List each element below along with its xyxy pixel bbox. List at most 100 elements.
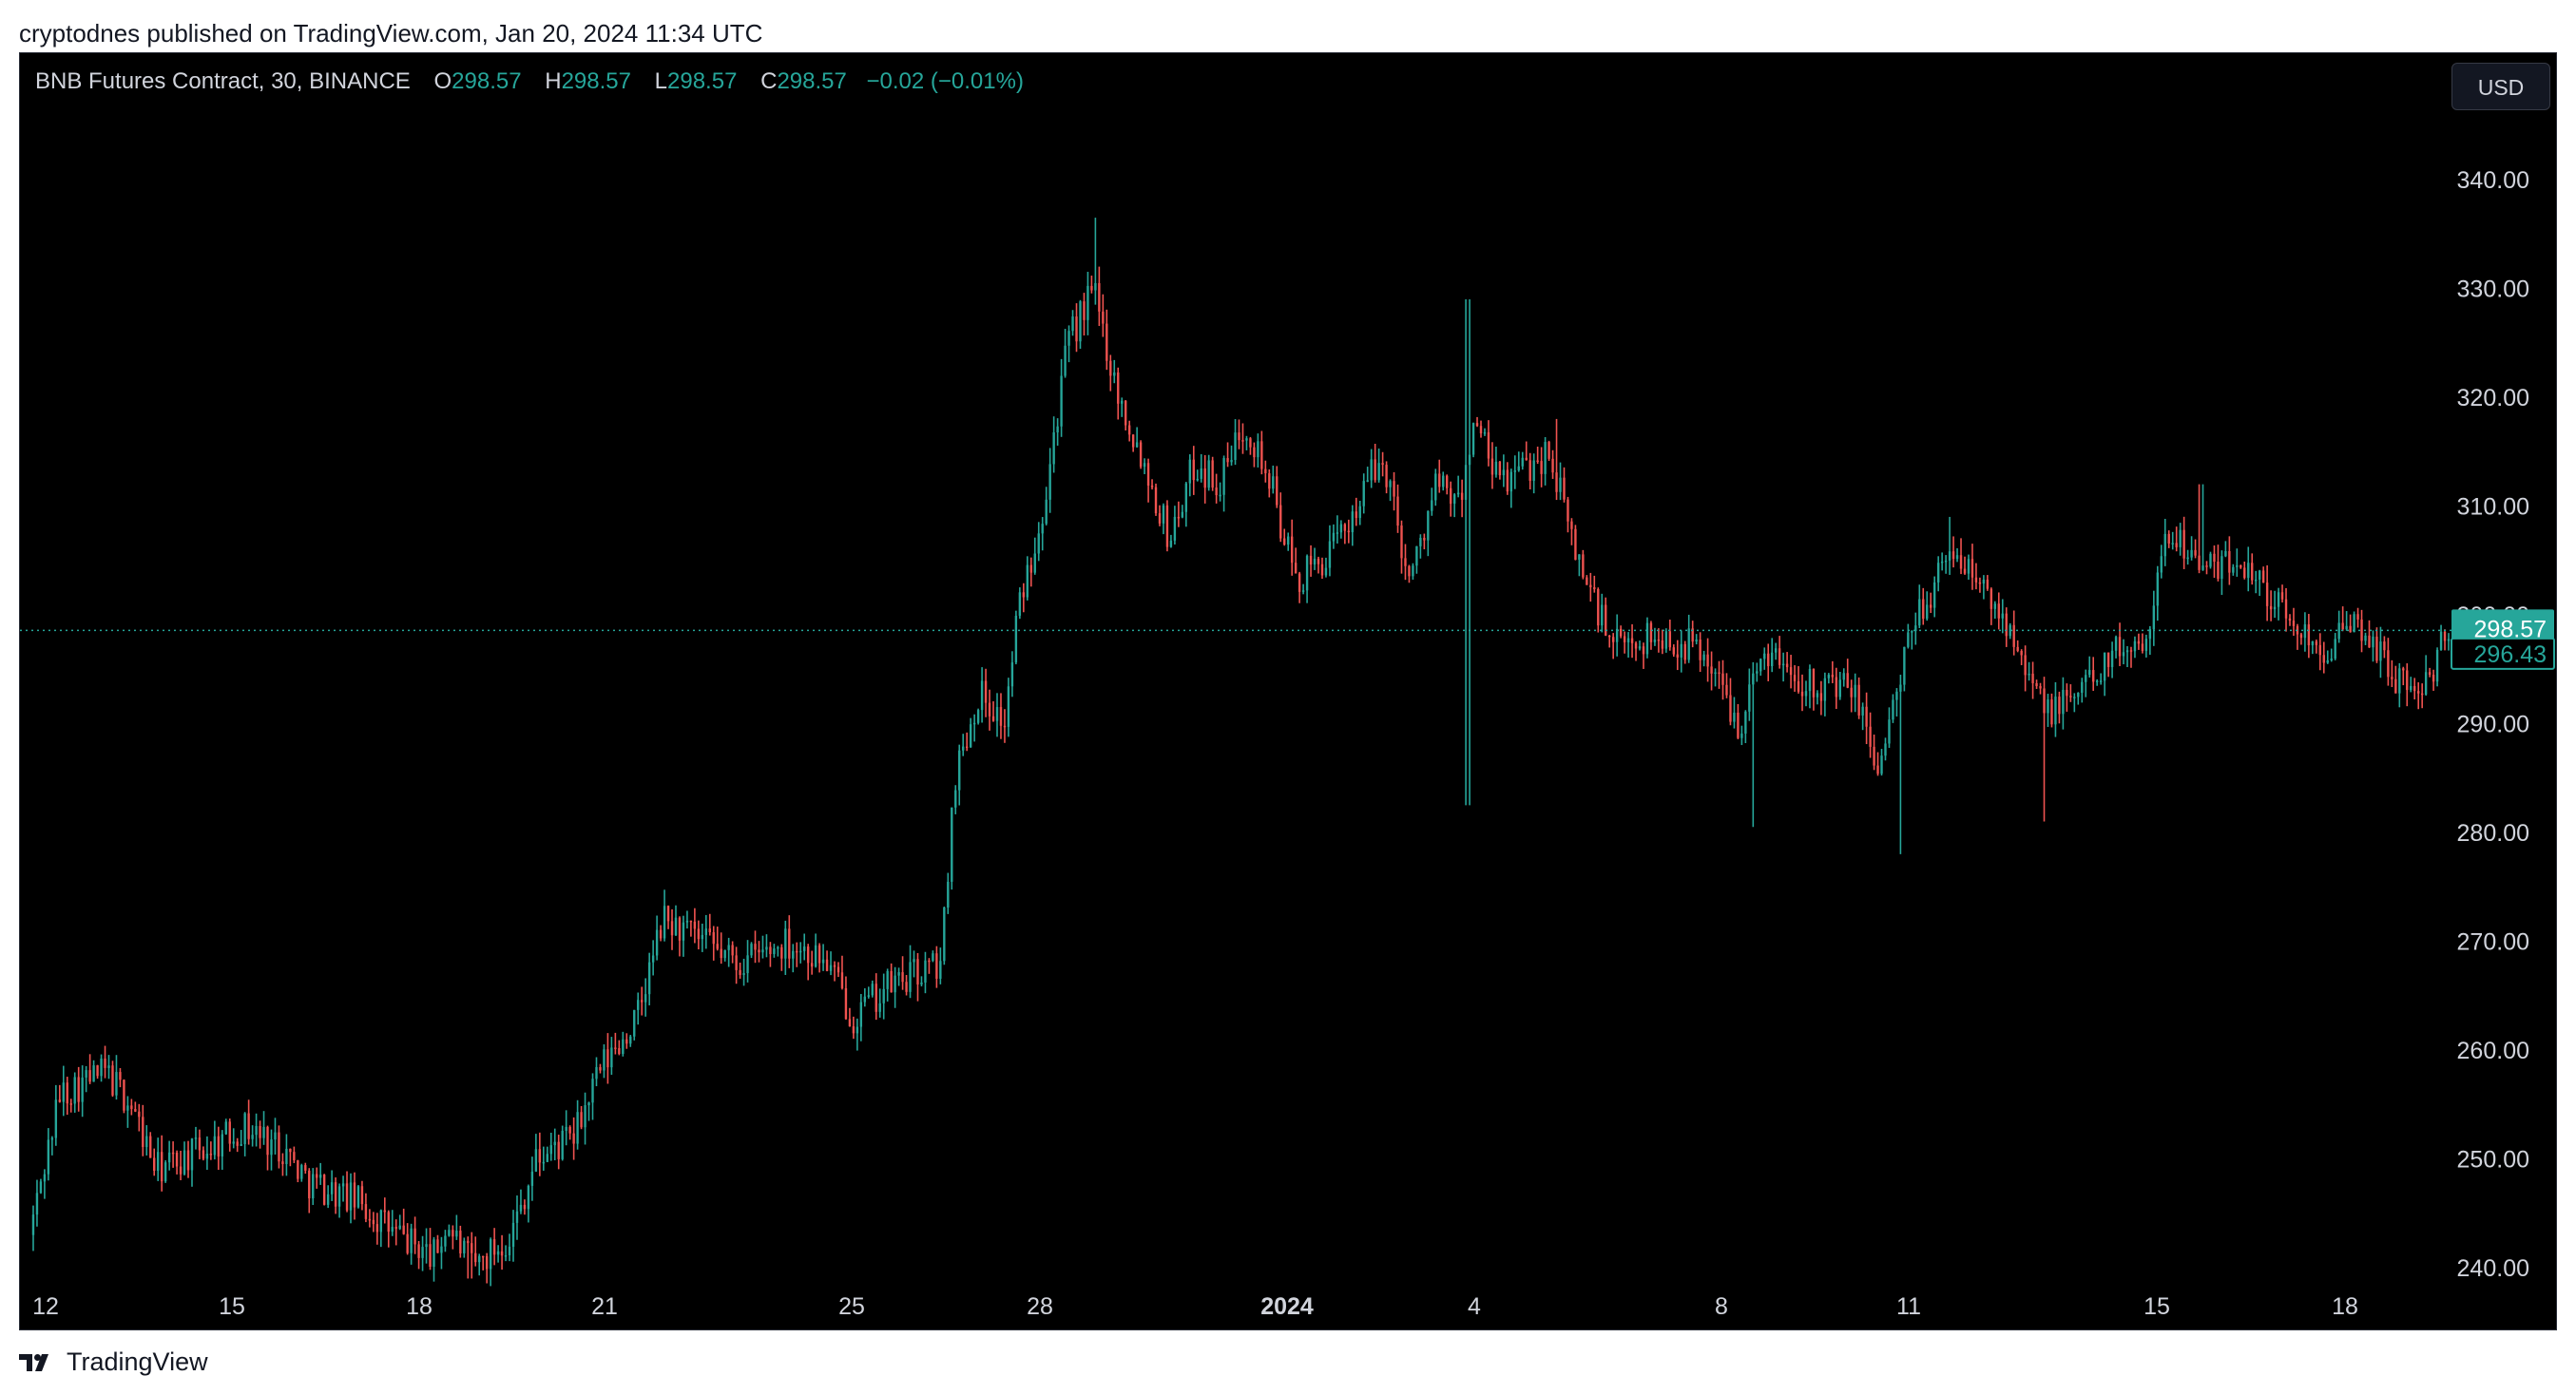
candle-body: [2012, 624, 2015, 647]
x-tick-label: 21: [591, 1293, 618, 1320]
candle-body: [1272, 476, 1275, 489]
candle-body: [769, 946, 772, 954]
candle-body: [463, 1240, 466, 1253]
symbol-label[interactable]: BNB Futures Contract, 30, BINANCE: [35, 68, 411, 94]
candle-body: [2201, 565, 2204, 570]
candle-body: [402, 1225, 405, 1234]
candle-body: [1955, 555, 1959, 560]
candle-body: [1804, 691, 1808, 697]
candle-body: [1434, 473, 1437, 501]
candle-body: [1729, 695, 1732, 722]
candle-body: [2353, 614, 2355, 633]
candle-body: [682, 922, 685, 941]
currency-button[interactable]: USD: [2451, 63, 2550, 110]
candle-body: [1869, 726, 1872, 747]
candle-body: [716, 944, 719, 949]
candle-body: [171, 1152, 175, 1155]
high-label: H: [545, 68, 562, 94]
candle-body: [746, 955, 749, 974]
candle-body: [1611, 637, 1615, 642]
candle-body: [2050, 699, 2053, 725]
chart-panel[interactable]: 340.00330.00320.00310.00300.00290.00280.…: [19, 52, 2557, 1330]
candle-body: [2186, 557, 2189, 560]
candle-body: [1158, 513, 1162, 524]
candle-body: [1071, 316, 1074, 332]
candle-body: [247, 1113, 250, 1139]
candle-body: [224, 1121, 227, 1135]
candle-body: [1396, 496, 1399, 526]
candle-body: [1196, 478, 1199, 481]
candle-body: [1944, 560, 1948, 563]
y-tick-label: 270.00: [2457, 929, 2529, 956]
candle-body: [326, 1194, 330, 1205]
candle-body: [618, 1048, 621, 1055]
candle-body: [1131, 434, 1135, 448]
candle-body: [259, 1126, 261, 1138]
candle-body: [2318, 644, 2321, 656]
candle-body: [69, 1103, 72, 1105]
candle-body: [2001, 613, 2004, 619]
candle-body: [1452, 494, 1456, 505]
candle-body: [1930, 604, 1932, 608]
candle-body: [383, 1210, 386, 1213]
candle-body: [1264, 468, 1267, 474]
x-tick-label: 11: [1896, 1293, 1921, 1320]
candle-body: [213, 1136, 217, 1156]
candle-body: [1067, 331, 1070, 346]
publisher-line: cryptodnes published on TradingView.com,…: [19, 19, 763, 48]
candle-body: [1702, 654, 1705, 660]
candle-body: [492, 1239, 496, 1255]
candle-body: [1963, 568, 1967, 574]
tradingview-brand[interactable]: TradingView: [19, 1347, 208, 1377]
candle-body: [1653, 639, 1657, 642]
candle-body: [1385, 465, 1388, 487]
low-value: 298.57: [667, 68, 738, 94]
candle-body: [1559, 477, 1562, 492]
candle-body: [1498, 461, 1502, 476]
candle-body: [761, 949, 764, 953]
candle-body: [754, 944, 757, 950]
candle-body: [1680, 643, 1682, 658]
candle-body: [1446, 475, 1449, 488]
candle-body: [1876, 765, 1879, 774]
candle-body: [538, 1149, 542, 1163]
candle-body: [2122, 652, 2125, 657]
marked-price-box: [2451, 637, 2555, 670]
candle-body: [1774, 648, 1778, 653]
candle-body: [666, 906, 670, 922]
candle-body: [1173, 516, 1177, 541]
candle-body: [179, 1166, 183, 1175]
candle-body: [553, 1141, 556, 1146]
candle-body: [1899, 684, 1902, 692]
candle-body: [1090, 285, 1093, 291]
candle-body: [2383, 641, 2386, 651]
candle-body: [1551, 458, 1554, 473]
candle-body: [1234, 432, 1237, 460]
candle-body: [2391, 677, 2393, 679]
candle-body: [1664, 631, 1668, 649]
candle-body: [580, 1112, 583, 1128]
candle-body: [1203, 468, 1206, 488]
candle-body: [58, 1099, 62, 1102]
candle-body: [39, 1181, 43, 1194]
candle-body: [1948, 551, 1951, 561]
candle-body: [1305, 555, 1309, 591]
candle-body: [1464, 465, 1468, 500]
candle-body: [1699, 640, 1701, 660]
candle-body: [1339, 524, 1343, 533]
candle-body: [708, 928, 711, 933]
candle-body: [240, 1144, 242, 1146]
candle-body: [1029, 564, 1032, 573]
x-tick-label: 18: [406, 1293, 433, 1320]
candle-body: [1854, 684, 1856, 698]
candle-body: [1033, 553, 1036, 573]
candle-body: [568, 1126, 571, 1134]
candle-body: [2005, 613, 2008, 637]
candle-body: [924, 960, 927, 983]
candle-body: [803, 946, 806, 951]
candle-body: [984, 680, 988, 703]
candle-body: [440, 1246, 443, 1253]
candlestick-chart[interactable]: 340.00330.00320.00310.00300.00290.00280.…: [20, 53, 2557, 1330]
candle-body: [337, 1186, 341, 1207]
candle-body: [2156, 572, 2159, 606]
